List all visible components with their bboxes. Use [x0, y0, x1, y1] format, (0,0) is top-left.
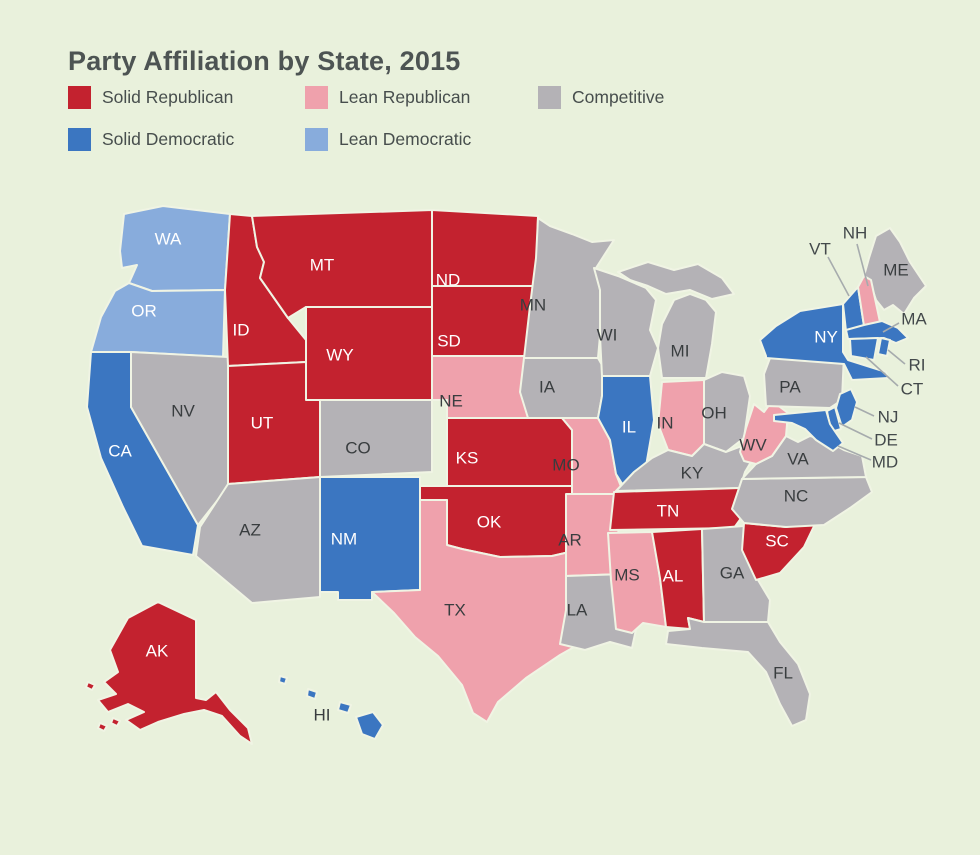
state-label-FL: FL [773, 663, 793, 682]
state-CO [319, 399, 433, 478]
state-label-IL: IL [622, 417, 636, 436]
state-MD [773, 409, 844, 452]
state-label-IA: IA [539, 377, 556, 396]
leader-line-CT [865, 356, 899, 387]
state-label-PA: PA [779, 377, 801, 396]
state-label-MD: MD [872, 452, 898, 471]
state-label-NJ: NJ [878, 407, 899, 426]
state-NH [857, 275, 881, 327]
state-UT [227, 361, 321, 485]
state-label-NE: NE [439, 391, 463, 410]
state-WA [119, 205, 231, 292]
state-label-WV: WV [739, 435, 767, 454]
state-label-KY: KY [681, 463, 704, 482]
state-label-NY: NY [814, 327, 838, 346]
state-label-VA: VA [787, 449, 809, 468]
state-label-ME: ME [883, 260, 909, 279]
state-label-RI: RI [909, 355, 926, 374]
legend-item-competitive: Competitive [538, 86, 758, 109]
state-NY [759, 303, 889, 381]
legend-label: Solid Republican [102, 87, 234, 107]
state-label-OK: OK [477, 512, 502, 531]
state-label-HI: HI [314, 705, 331, 724]
legend-label: Lean Democratic [339, 129, 472, 149]
state-label-MN: MN [520, 295, 546, 314]
state-label-NV: NV [171, 401, 195, 420]
state-label-KS: KS [456, 448, 479, 467]
legend: Solid Republican Lean Republican Competiti… [68, 86, 758, 151]
state-label-SD: SD [437, 331, 461, 350]
state-label-TN: TN [657, 501, 680, 520]
state-label-WY: WY [326, 345, 353, 364]
state-label-AR: AR [558, 530, 582, 549]
state-label-ND: ND [436, 270, 461, 289]
leader-line-DE [838, 422, 873, 440]
state-CT [849, 337, 879, 361]
state-FL [665, 617, 811, 727]
state-label-NM: NM [331, 529, 357, 548]
leader-line-VT [827, 256, 850, 297]
state-MI [617, 261, 735, 379]
state-label-MS: MS [614, 565, 640, 584]
state-WI [593, 267, 659, 377]
state-label-ID: ID [233, 320, 250, 339]
state-label-MA: MA [901, 309, 927, 328]
leader-line-MD [837, 445, 872, 461]
state-label-WA: WA [155, 229, 182, 248]
legend-label: Lean Republican [339, 87, 471, 107]
state-label-LA: LA [567, 600, 588, 619]
legend-item-solid-republican: Solid Republican [68, 86, 305, 109]
state-TX [371, 499, 591, 723]
state-ME [863, 227, 927, 315]
state-label-CA: CA [108, 441, 132, 460]
legend-label: Solid Democratic [102, 129, 235, 149]
state-label-AK: AK [146, 641, 169, 660]
legend-item-lean-republican: Lean Republican [305, 86, 538, 109]
state-label-UT: UT [251, 413, 274, 432]
state-label-WI: WI [597, 325, 618, 344]
legend-swatch-icon [305, 86, 328, 109]
legend-item-solid-democratic: Solid Democratic [68, 128, 305, 151]
state-NC [731, 476, 873, 528]
leader-line-NJ [854, 406, 875, 417]
state-label-MO: MO [552, 455, 579, 474]
state-label-MT: MT [310, 255, 335, 274]
state-label-NH: NH [843, 223, 868, 242]
state-WY [305, 306, 433, 401]
legend-swatch-icon [68, 86, 91, 109]
state-RI [877, 337, 891, 357]
state-label-OR: OR [131, 301, 157, 320]
state-label-OH: OH [701, 403, 727, 422]
page-title: Party Affiliation by State, 2015 [68, 46, 461, 77]
state-label-MI: MI [671, 341, 690, 360]
state-label-NC: NC [784, 486, 809, 505]
state-label-CT: CT [901, 379, 924, 398]
state-label-TX: TX [444, 600, 466, 619]
state-AK [85, 601, 253, 745]
state-label-DE: DE [874, 430, 898, 449]
state-label-IN: IN [657, 413, 674, 432]
legend-item-lean-democratic: Lean Democratic [305, 128, 538, 151]
state-label-AZ: AZ [239, 520, 261, 539]
legend-swatch-icon [305, 128, 328, 151]
leader-line-MA [882, 322, 900, 333]
legend-swatch-icon [68, 128, 91, 151]
state-MT [251, 209, 433, 319]
state-IA [519, 357, 607, 419]
legend-label: Competitive [572, 87, 665, 107]
state-label-AL: AL [663, 566, 684, 585]
state-label-SC: SC [765, 531, 789, 550]
leader-line-RI [887, 349, 906, 365]
state-HI [278, 675, 384, 740]
state-label-CO: CO [345, 438, 371, 457]
legend-swatch-icon [538, 86, 561, 109]
leader-line-NH [856, 243, 869, 287]
state-OR [90, 282, 226, 358]
state-label-GA: GA [720, 563, 745, 582]
state-label-VT: VT [809, 239, 831, 258]
